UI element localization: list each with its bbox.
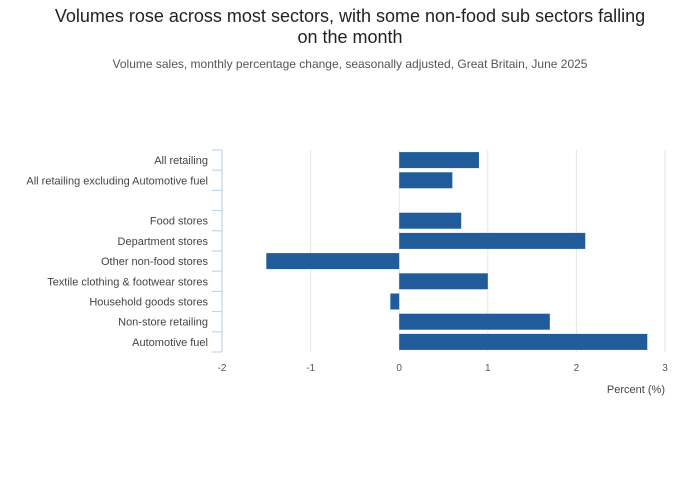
- category-label: Textile clothing & footwear stores: [47, 276, 208, 288]
- category-label: Automotive fuel: [132, 337, 208, 349]
- x-tick-label: -1: [306, 363, 315, 374]
- bar[interactable]: [399, 313, 550, 330]
- x-tick-label: 3: [662, 363, 668, 374]
- category-label: Non-store retailing: [118, 317, 208, 329]
- bars: [266, 152, 648, 350]
- category-label: All retailing: [154, 155, 208, 167]
- chart-title-line-2: on the month: [297, 27, 403, 47]
- category-label: Household goods stores: [89, 297, 208, 309]
- bar[interactable]: [399, 152, 479, 169]
- bar[interactable]: [266, 253, 400, 270]
- gridlines: [212, 149, 666, 353]
- category-label: Food stores: [150, 216, 209, 228]
- bar[interactable]: [390, 293, 400, 310]
- category-label: Other non-food stores: [101, 256, 209, 268]
- chart-title-line-1: Volumes rose across most sectors, with s…: [54, 6, 646, 26]
- x-tick-labels: -2 -1 0 1 2 3: [218, 363, 669, 374]
- chart-subtitle: Volume sales, monthly percentage change,…: [112, 57, 588, 71]
- category-label: Department stores: [118, 236, 209, 248]
- bar[interactable]: [399, 172, 453, 189]
- category-labels: All retailing All retailing excluding Aut…: [26, 155, 208, 349]
- bar[interactable]: [399, 212, 462, 229]
- x-axis-title: Percent (%): [607, 384, 665, 396]
- category-label: All retailing excluding Automotive fuel: [26, 175, 208, 187]
- bar[interactable]: [399, 273, 488, 290]
- x-tick-label: -2: [218, 363, 227, 374]
- x-tick-label: 0: [396, 363, 402, 374]
- x-tick-label: 2: [574, 363, 580, 374]
- bar[interactable]: [399, 333, 648, 350]
- chart-title: Volumes rose across most sectors, with s…: [0, 6, 700, 48]
- bar[interactable]: [399, 232, 586, 249]
- x-tick-label: 1: [485, 363, 491, 374]
